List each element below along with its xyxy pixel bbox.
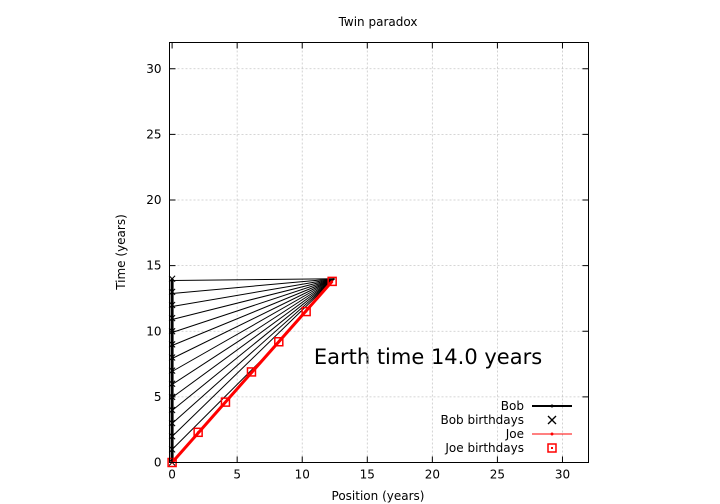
bob-birthdays-marker <box>168 275 176 283</box>
joe-birthdays-marker <box>327 276 337 287</box>
hatch-line <box>171 278 335 424</box>
y-tick-label: 15 <box>146 259 161 273</box>
hatch-line <box>171 278 335 398</box>
joe-birthdays-marker <box>220 397 231 407</box>
y-tick-label: 30 <box>146 62 161 76</box>
legend-dot-joe <box>550 432 554 436</box>
y-tick-label: 25 <box>146 127 161 141</box>
bob-birthdays-marker <box>168 288 176 296</box>
y-tick-label: 0 <box>154 456 162 470</box>
hatch-line <box>171 278 335 359</box>
x-axis-label: Position (years) <box>332 489 425 503</box>
joe-birthdays-marker-dot <box>224 401 227 404</box>
bob-birthdays-marker <box>168 301 176 309</box>
legend-label-bob-birthdays: Bob birthdays <box>440 413 524 427</box>
joe-birthdays-marker-dot <box>250 370 253 373</box>
legend-dot-bob <box>550 404 554 408</box>
legend-label-bob: Bob <box>501 399 524 413</box>
marker-stroke <box>168 446 176 453</box>
joe-birthdays-marker-dot <box>331 280 334 283</box>
marker-stroke <box>168 380 176 388</box>
grid-layer <box>169 42 589 463</box>
hatch-line <box>171 278 335 372</box>
bob-birthdays-marker <box>168 446 176 453</box>
plot-frame <box>169 42 589 463</box>
bob-birthdays-marker <box>168 380 176 388</box>
hatch-line <box>171 278 335 320</box>
marker-stroke <box>168 432 176 440</box>
marker-stroke <box>168 275 176 283</box>
y-axis-label: Time (years) <box>114 214 128 291</box>
hatch-line <box>171 278 335 346</box>
tick-layer: 0 5 10 15 20 25 30 0 5 10 15 20 25 30 <box>146 42 589 482</box>
marker-stroke <box>168 354 176 361</box>
x-tick-label: 0 <box>168 468 176 482</box>
legend-swatch-bob-birthdays <box>547 415 557 425</box>
x-tick-label: 10 <box>295 468 310 482</box>
y-tick-label: 10 <box>146 324 161 338</box>
hatch-line <box>172 278 335 294</box>
marker-stroke <box>168 301 176 309</box>
joe-birthdays-marker-dot <box>277 340 280 343</box>
hatch-line <box>171 278 335 437</box>
earth-time-annotation: Earth time 14.0 years <box>314 345 542 369</box>
y-tick-label: 5 <box>154 390 162 404</box>
hatch-line <box>171 278 335 385</box>
y-tick-label: 20 <box>146 193 161 207</box>
x-tick-label: 25 <box>490 468 505 482</box>
marker-stroke <box>168 419 176 427</box>
joe-birthdays-marker <box>301 306 311 317</box>
marker-stroke <box>168 341 176 348</box>
bob-birthdays-marker <box>168 341 176 348</box>
hatch-line <box>171 278 335 333</box>
hatch-line <box>171 278 335 411</box>
chart-title: Twin paradox <box>338 15 418 29</box>
bob-birthdays-marker <box>168 314 176 322</box>
x-tick-label: 5 <box>233 468 241 482</box>
joe-birthdays-marker <box>193 427 203 438</box>
series-layer <box>167 275 337 468</box>
hatch-line <box>172 278 335 281</box>
bob-birthdays-marker <box>168 419 176 427</box>
joe-birthdays-marker <box>246 367 257 377</box>
hatch-line <box>172 278 335 307</box>
marker-stroke <box>168 314 176 322</box>
marker-stroke <box>168 288 176 296</box>
x-tick-label: 15 <box>360 468 375 482</box>
x-tick-label: 20 <box>425 468 440 482</box>
marker-stroke <box>168 406 176 414</box>
legend-label-joe: Joe <box>505 427 524 441</box>
joe-birthdays-marker <box>274 337 284 347</box>
bob-birthdays-marker <box>168 406 176 414</box>
bob-birthdays-marker <box>168 432 176 440</box>
bob-birthdays-marker <box>168 354 176 361</box>
legend-label-joe-birthdays: Joe birthdays <box>444 441 524 455</box>
joe-birthdays-marker-dot <box>305 310 308 313</box>
marker-stroke <box>168 367 176 374</box>
bob-birthdays-marker <box>168 367 176 374</box>
legend-dot-joe-birthdays <box>551 447 553 449</box>
joe-birthdays-marker-dot <box>197 431 200 434</box>
legend-swatch-joe-birthdays <box>547 443 557 453</box>
x-tick-label: 30 <box>555 468 570 482</box>
